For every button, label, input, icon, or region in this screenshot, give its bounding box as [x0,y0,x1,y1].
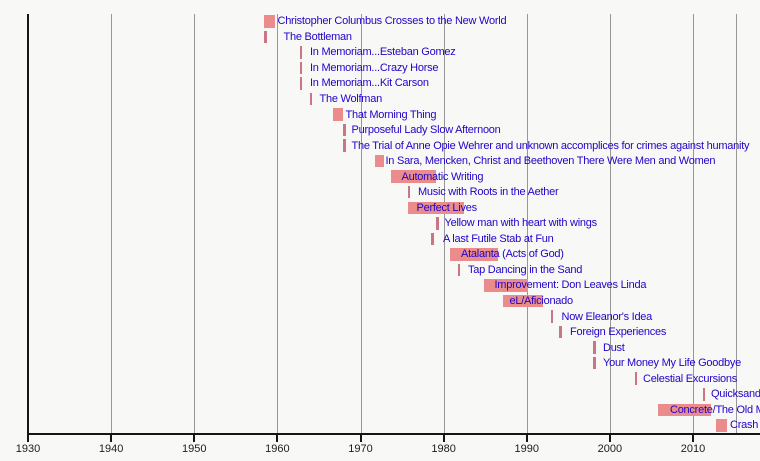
axis-tick-label: 2010 [680,443,706,455]
gridline-1990 [526,14,528,433]
event-label: The Trial of Anne Opie Wehrer and unknow… [351,139,750,152]
axis-tick-1970 [359,434,362,442]
event-label: eL/Aficionado [509,295,574,308]
event-label: That Morning Thing [345,108,437,121]
axis-tick-1980 [442,434,445,442]
axis-tick-1940 [110,434,113,442]
event-label: Quicksand [711,388,760,401]
event-tick-bar [457,263,461,277]
event-bar [333,108,344,121]
axis-tick-1950 [193,434,196,442]
event-label: A last Futile Stab at Fun [443,232,554,245]
event-label: The Wolfman [319,93,383,105]
event-bar [407,201,464,215]
gridline-1960 [277,14,279,433]
x-axis-line [27,432,760,435]
axis-tick-label: 1930 [15,443,41,455]
axis-tick-label: 1940 [98,443,124,455]
event-tick-bar [299,77,303,90]
event-bar [658,403,712,417]
axis-tick-label: 2000 [597,443,623,455]
event-label: Atalanta (Acts of God) [461,248,564,261]
end-of-period-line [736,14,738,433]
event-label: Purposeful Lady Slow Afternoon [351,124,501,137]
event-tick-bar [593,356,596,370]
event-tick-bar [436,217,439,230]
event-label: In Sara, Mencken, Christ and Beethoven T… [385,155,716,168]
event-tick-bar [702,388,706,401]
event-label: Dust [603,341,625,354]
event-tick-bar [559,325,562,339]
event-label: Now Eleanor's Idea [561,310,653,323]
event-label: Perfect Lives [416,201,478,214]
event-bar [374,154,384,168]
event-label: Your Money My Life Goodbye [603,357,742,370]
timeline-left-boundary [27,14,29,433]
axis-tick-1960 [276,434,279,442]
gridline-2010 [693,14,694,433]
event-tick-bar [299,61,303,75]
axis-tick-label: 1970 [348,443,373,455]
event-label: Automatic Writing [401,170,484,183]
gridline-2000 [609,14,611,433]
gridline-1950 [194,14,196,433]
axis-tick-1930 [27,434,29,442]
event-bar [503,294,544,308]
axis-tick-2010 [692,434,694,442]
event-tick-bar [264,30,267,44]
event-tick-bar [550,310,554,323]
event-label: In Memoriam...Crazy Horse [310,61,439,74]
gridline-1940 [111,14,113,433]
event-label: Tap Dancing in the Sand [468,263,583,276]
event-label: Music with Roots in the Aether [418,186,559,199]
event-bar [264,15,275,28]
event-tick-bar [407,185,411,199]
event-tick-bar [299,46,303,59]
event-bar [483,279,529,292]
event-label: In Memoriam...Esteban Gomez [310,46,456,59]
event-label: Christopher Columbus Crosses to the New … [277,15,507,28]
gridline-1980 [443,14,445,433]
event-label: Crash [730,419,759,432]
event-tick-bar [593,341,596,354]
axis-tick-1990 [525,434,528,442]
event-label: Improvement: Don Leaves Linda [494,279,647,292]
gridline-1970 [360,14,362,433]
event-bar [716,419,728,432]
event-bar [450,248,498,261]
event-tick-bar [431,232,434,246]
axis-tick-label: 1980 [431,443,456,455]
event-tick-bar [309,92,313,106]
event-label: Foreign Experiences [570,326,667,339]
event-tick-bar [343,139,346,152]
event-label: Celestial Excursions [643,372,738,385]
event-label: In Memoriam...Kit Carson [310,77,429,90]
event-tick-bar [634,372,638,385]
axis-tick-label: 1990 [514,443,539,455]
event-label: Concrete/The Old M [670,403,760,416]
event-label: Yellow man with heart with wings [444,217,598,230]
axis-tick-2000 [608,434,611,442]
axis-tick-label: 1950 [182,443,207,455]
event-label: The Bottleman [283,30,353,43]
event-tick-bar [343,123,346,137]
axis-tick-label: 1960 [265,443,290,455]
event-bar [391,170,437,183]
